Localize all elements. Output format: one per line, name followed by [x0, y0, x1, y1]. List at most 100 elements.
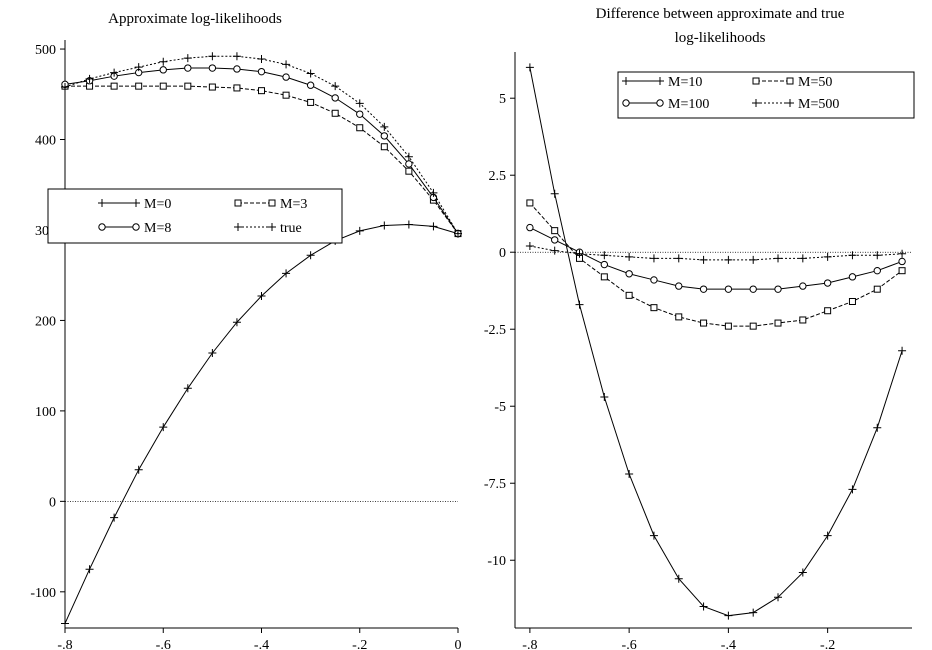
data-point — [110, 82, 118, 90]
data-point — [575, 249, 584, 258]
data-point — [257, 292, 266, 301]
data-point — [873, 266, 881, 275]
data-point — [159, 82, 167, 90]
data-point — [404, 152, 413, 161]
data-point — [183, 384, 192, 393]
data-point — [184, 64, 192, 72]
data-point — [724, 285, 733, 293]
right-chart-difference-log-likelihoods: Difference between approximate and true l… — [484, 6, 915, 650]
data-point — [649, 254, 658, 263]
legend-label: M=100 — [668, 97, 709, 112]
data-point — [898, 249, 907, 258]
data-point — [525, 63, 534, 72]
data-point — [674, 574, 683, 583]
y-tick-label: 0 — [49, 495, 56, 510]
series-m-8 — [61, 64, 462, 238]
data-point — [551, 236, 559, 244]
data-point — [526, 199, 534, 207]
data-point — [625, 270, 633, 278]
series-line — [529, 227, 903, 290]
legend-marker — [234, 199, 242, 207]
data-point — [85, 74, 94, 83]
data-point — [404, 220, 413, 229]
x-tick-label: -.2 — [352, 638, 367, 650]
data-point — [208, 83, 216, 91]
data-point — [649, 531, 658, 540]
data-point — [331, 82, 340, 91]
data-point — [282, 73, 290, 81]
data-point — [380, 221, 389, 230]
legend-marker — [132, 199, 140, 207]
data-point — [429, 222, 438, 231]
data-point — [405, 160, 413, 168]
y-tick-label: 100 — [35, 405, 56, 420]
data-point — [331, 109, 339, 117]
data-point — [625, 469, 634, 478]
legend-marker — [656, 99, 664, 107]
legend-label: M=50 — [798, 75, 832, 90]
data-point — [799, 316, 807, 324]
data-point — [898, 267, 906, 275]
data-point — [898, 257, 906, 266]
data-point — [525, 242, 534, 251]
data-point — [600, 392, 609, 401]
x-tick-label: -.6 — [156, 638, 171, 650]
chart-title: Approximate log-likelihoods — [108, 11, 282, 27]
data-point — [159, 66, 167, 74]
series-true — [61, 52, 462, 238]
data-point — [110, 513, 119, 522]
series-line — [529, 245, 903, 261]
data-point — [600, 260, 609, 269]
legend-label: M=8 — [144, 221, 171, 236]
x-tick-label: -.4 — [721, 638, 736, 650]
data-point — [61, 619, 69, 628]
data-point — [724, 255, 733, 264]
data-point — [749, 608, 758, 617]
data-point — [61, 83, 69, 92]
data-point — [798, 568, 807, 577]
data-point — [675, 313, 683, 321]
data-point — [699, 602, 708, 611]
legend-box — [47, 188, 343, 244]
chart-title: Difference between approximate and true — [596, 6, 845, 22]
legend-marker — [268, 223, 276, 231]
data-point — [282, 60, 291, 69]
data-point — [798, 254, 807, 263]
data-point — [355, 99, 364, 108]
data-point — [282, 269, 291, 278]
data-point — [159, 423, 168, 432]
data-point — [848, 297, 856, 305]
data-point — [600, 273, 608, 281]
y-tick-label: 0 — [499, 246, 506, 261]
y-tick-label: 5 — [499, 92, 506, 107]
data-point — [405, 167, 413, 175]
series-m-500 — [525, 242, 907, 264]
data-point — [699, 285, 708, 293]
data-point — [356, 110, 364, 118]
data-point — [233, 65, 241, 73]
left-chart-approximate-log-likelihoods: Approximate log-likelihoods-100010020030… — [30, 11, 462, 650]
data-point — [724, 322, 732, 330]
data-point — [600, 251, 609, 260]
data-point — [258, 87, 265, 95]
series-m-10 — [525, 63, 907, 620]
y-tick-label: -10 — [487, 554, 506, 569]
data-point — [134, 63, 143, 72]
series-m-100 — [526, 223, 906, 293]
data-point — [380, 143, 388, 151]
data-point — [625, 291, 633, 299]
data-point — [848, 485, 857, 494]
series-line — [65, 85, 459, 234]
data-point — [873, 251, 882, 260]
data-point — [306, 69, 315, 78]
data-point — [749, 285, 757, 293]
x-tick-label: -.4 — [254, 638, 269, 650]
y-tick-label: 2.5 — [489, 169, 507, 184]
data-point — [699, 255, 708, 264]
series-m-0 — [61, 220, 462, 628]
data-point — [774, 285, 782, 293]
data-point — [848, 273, 857, 281]
legend: M=10 M=50 M=100 M=500 — [617, 71, 915, 119]
data-point — [700, 319, 708, 327]
data-point — [650, 276, 658, 284]
